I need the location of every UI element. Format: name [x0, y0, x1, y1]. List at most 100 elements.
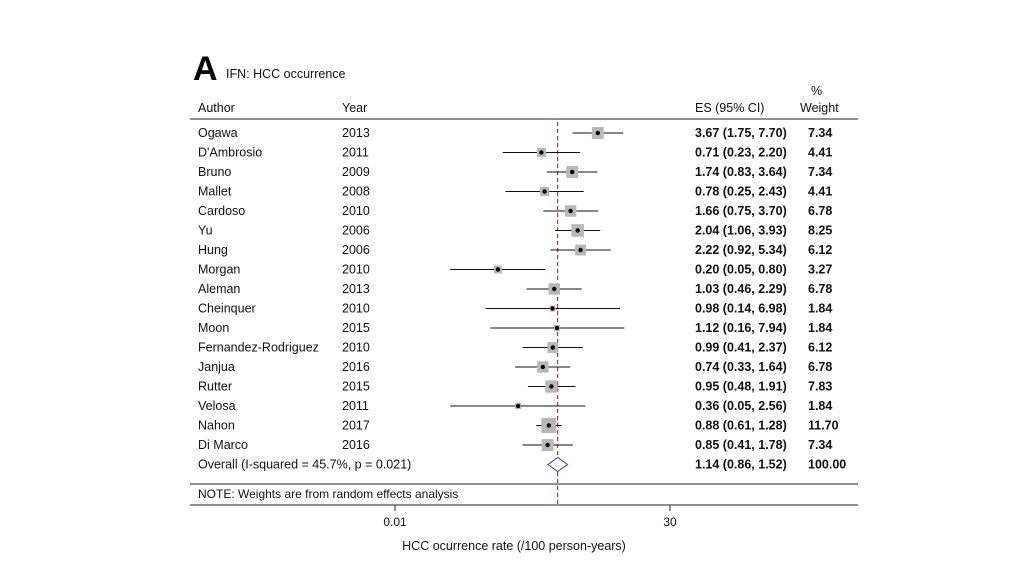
- study-weight: 7.34: [808, 165, 832, 179]
- study-author: Di Marco: [198, 438, 248, 452]
- study-point-estimate: [554, 325, 560, 331]
- study-year: 2015: [342, 321, 370, 335]
- study-year: 2010: [342, 302, 370, 316]
- study-row: Yu 2006 2.04 (1.06, 3.93) 8.25: [198, 224, 832, 238]
- study-weight: 1.84: [808, 399, 832, 413]
- study-author: D'Ambrosio: [198, 146, 262, 160]
- study-es-ci: 0.95 (0.48, 1.91): [695, 380, 787, 394]
- study-es-ci: 0.88 (0.61, 1.28): [695, 419, 787, 433]
- study-point-estimate: [550, 345, 556, 350]
- study-point-estimate: [540, 364, 546, 370]
- study-author: Ogawa: [198, 126, 238, 140]
- study-es-ci: 1.03 (0.46, 2.29): [695, 282, 787, 296]
- study-year: 2013: [342, 282, 370, 296]
- study-year: 2016: [342, 360, 370, 374]
- x-tick-label: 30: [663, 515, 677, 529]
- overall-es-ci: 1.14 (0.86, 1.52): [695, 458, 787, 472]
- study-row: Di Marco 2016 0.85 (0.41, 1.78) 7.34: [198, 438, 832, 452]
- study-weight: 6.78: [808, 204, 832, 218]
- study-es-ci: 2.04 (1.06, 3.93): [695, 224, 787, 238]
- study-es-ci: 0.36 (0.05, 2.56): [695, 399, 787, 413]
- study-year: 2006: [342, 243, 370, 257]
- study-author: Velosa: [198, 399, 236, 413]
- x-axis-title: HCC ocurrence rate (/100 person-years): [402, 539, 626, 553]
- study-weight: 7.34: [808, 126, 832, 140]
- study-author: Fernandez-Rodriguez: [198, 341, 319, 355]
- study-point-estimate: [515, 403, 521, 409]
- study-year: 2017: [342, 419, 370, 433]
- overall-diamond: [547, 456, 569, 473]
- study-es-ci: 0.71 (0.23, 2.20): [695, 146, 787, 160]
- study-weight: 3.27: [808, 263, 832, 277]
- study-es-ci: 1.74 (0.83, 3.64): [695, 165, 787, 179]
- study-es-ci: 2.22 (0.92, 5.34): [695, 243, 787, 257]
- study-author: Mallet: [198, 185, 232, 199]
- study-weight: 6.78: [808, 282, 832, 296]
- study-point-estimate: [595, 130, 601, 136]
- study-weight: 7.83: [808, 380, 832, 394]
- study-point-estimate: [539, 150, 544, 155]
- study-year: 2016: [342, 438, 370, 452]
- study-point-estimate: [570, 169, 575, 175]
- study-point-estimate: [550, 306, 555, 311]
- study-row: Hung 2006 2.22 (0.92, 5.34) 6.12: [198, 243, 832, 257]
- study-weight: 4.41: [808, 146, 832, 160]
- study-es-ci: 0.78 (0.25, 2.43): [695, 185, 787, 199]
- study-row: Bruno 2009 1.74 (0.83, 3.64) 7.34: [198, 165, 832, 179]
- study-author: Bruno: [198, 165, 231, 179]
- study-es-ci: 0.98 (0.14, 6.98): [695, 302, 787, 316]
- study-point-estimate: [575, 228, 580, 233]
- study-year: 2010: [342, 204, 370, 218]
- footnote: NOTE: Weights are from random effects an…: [198, 487, 458, 501]
- study-year: 2006: [342, 224, 370, 238]
- panel-letter: A: [193, 50, 218, 88]
- header-es: ES (95% CI): [695, 101, 764, 115]
- study-es-ci: 3.67 (1.75, 7.70): [695, 126, 787, 140]
- overall-label: Overall (I-squared = 45.7%, p = 0.021): [198, 458, 411, 472]
- study-year: 2015: [342, 380, 370, 394]
- study-row: Cheinquer 2010 0.98 (0.14, 6.98) 1.84: [198, 302, 832, 316]
- study-point-estimate: [542, 189, 547, 194]
- study-es-ci: 0.20 (0.05, 0.80): [695, 263, 787, 277]
- study-author: Cheinquer: [198, 302, 256, 316]
- study-year: 2011: [342, 399, 369, 413]
- study-es-ci: 0.74 (0.33, 1.64): [695, 360, 787, 374]
- study-author: Morgan: [198, 263, 240, 277]
- header-weight-pct: %: [811, 84, 822, 98]
- study-point-estimate: [546, 423, 551, 428]
- study-year: 2008: [342, 185, 370, 199]
- study-point-estimate: [549, 384, 554, 389]
- study-weight: 7.34: [808, 438, 832, 452]
- study-row: Rutter 2015 0.95 (0.48, 1.91) 7.83: [198, 380, 832, 394]
- study-es-ci: 0.85 (0.41, 1.78): [695, 438, 787, 452]
- header-year: Year: [342, 101, 367, 115]
- study-author: Rutter: [198, 380, 232, 394]
- study-author: Hung: [198, 243, 228, 257]
- study-year: 2010: [342, 341, 370, 355]
- study-author: Nahon: [198, 419, 235, 433]
- study-row: Janjua 2016 0.74 (0.33, 1.64) 6.78: [198, 360, 832, 374]
- study-row: Velosa 2011 0.36 (0.05, 2.56) 1.84: [198, 399, 832, 413]
- study-weight: 1.84: [808, 302, 832, 316]
- study-es-ci: 1.12 (0.16, 7.94): [695, 321, 787, 335]
- header-author: Author: [198, 101, 235, 115]
- study-year: 2011: [342, 146, 369, 160]
- study-author: Aleman: [198, 282, 240, 296]
- study-es-ci: 0.99 (0.41, 2.37): [695, 341, 787, 355]
- study-year: 2009: [342, 165, 370, 179]
- study-es-ci: 1.66 (0.75, 3.70): [695, 204, 787, 218]
- study-row: D'Ambrosio 2011 0.71 (0.23, 2.20) 4.41: [198, 146, 832, 160]
- study-weight: 6.12: [808, 341, 832, 355]
- study-weight: 1.84: [808, 321, 832, 335]
- overall-row: Overall (I-squared = 45.7%, p = 0.021) 1.…: [198, 456, 846, 473]
- study-row: Nahon 2017 0.88 (0.61, 1.28) 11.70: [198, 418, 839, 433]
- study-row: Moon 2015 1.12 (0.16, 7.94) 1.84: [198, 321, 832, 335]
- study-weight: 4.41: [808, 185, 832, 199]
- study-weight: 6.12: [808, 243, 832, 257]
- panel-title: IFN: HCC occurrence: [226, 67, 346, 81]
- study-point-estimate: [495, 267, 501, 272]
- study-row: Cardoso 2010 1.66 (0.75, 3.70) 6.78: [198, 204, 832, 218]
- study-weight: 8.25: [808, 224, 832, 238]
